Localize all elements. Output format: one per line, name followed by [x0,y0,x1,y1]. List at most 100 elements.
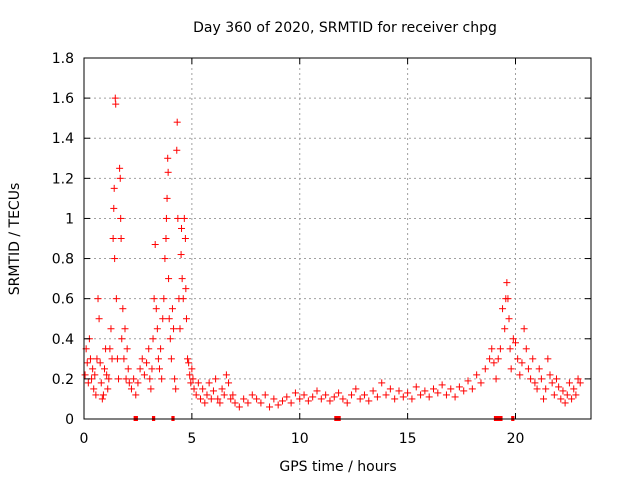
data-point [212,375,220,383]
data-point [125,379,133,387]
data-point [464,377,472,385]
data-point [178,275,186,283]
y-tick-label: 0 [65,412,74,428]
chart-title: Day 360 of 2020, SRMTID for receiver chp… [193,20,497,36]
data-point [505,315,513,323]
data-point [417,391,425,399]
data-point [563,391,571,399]
data-point [209,387,217,395]
x-tick-label: 5 [187,431,196,447]
data-point [189,375,197,383]
data-point [330,393,338,401]
data-point [190,385,198,393]
data-point [164,154,172,162]
data-point [113,355,121,363]
data-point [116,174,124,182]
data-point [447,385,455,393]
data-point [514,355,522,363]
y-tick-label: 1.6 [52,91,74,107]
data-point [119,305,127,313]
data-point [404,389,412,397]
y-axis-label: SRMTID / TECUs [7,183,23,296]
data-point [194,379,202,387]
data-point [473,371,481,379]
data-point [522,345,530,353]
data-point [438,381,446,389]
data-point [518,359,526,367]
data-point [555,383,563,391]
data-point [434,389,442,397]
data-point [91,371,99,379]
data-point [112,100,120,108]
data-point [399,393,407,401]
x-tick-label: 0 [80,431,89,447]
data-point [322,391,330,399]
data-point [207,395,215,403]
data-point [177,251,185,259]
data-point [257,399,265,407]
data-point [121,325,129,333]
data-point [168,305,176,313]
data-point [296,395,304,403]
data-point [118,335,126,343]
data-point [117,235,125,242]
x-axis-label: GPS time / hours [279,459,396,475]
data-point [278,397,286,405]
data-point [408,395,416,403]
data-point [127,385,135,393]
data-point [468,385,476,393]
data-point [171,375,179,383]
data-point [161,255,169,263]
data-point [248,391,256,399]
data-point [481,365,489,373]
data-point [154,355,162,363]
data-point [103,371,111,379]
data-point [166,335,174,343]
y-tick-label: 1.2 [52,171,74,187]
data-point [218,385,226,393]
plot-frame [83,57,592,420]
data-point [115,375,123,383]
data-point [163,194,171,202]
data-point [501,325,509,333]
data-point [506,345,514,353]
data-point [188,365,196,373]
data-point [507,365,515,373]
data-point [98,395,106,403]
data-point [348,391,356,399]
data-point [214,395,222,403]
data-point [180,214,188,222]
data-point [201,399,209,407]
data-point [150,295,158,303]
data-point [197,395,205,403]
data-point [160,295,168,303]
data-point [492,375,500,383]
data-point [326,397,334,405]
data-point [509,335,517,343]
tick-labels: 0 0.2 0.4 0.6 0.8 1 1.2 1.4 1.6 1.8 0 5 10 15 20 [52,51,591,447]
data-point [451,393,459,401]
data-point [147,385,155,393]
data-point [550,391,558,399]
data-point [529,355,537,363]
data-point [138,355,146,363]
y-tick-label: 0.6 [52,292,74,308]
data-point [89,365,97,373]
data-point [185,359,193,367]
data-point [143,359,151,367]
data-point [148,365,156,373]
data-point [86,355,94,363]
data-point [220,391,228,399]
data-point [339,395,347,403]
data-point [81,371,89,379]
y-tick-label: 1 [65,211,74,227]
data-point [157,345,165,353]
data-point [95,315,103,323]
y-tick-label: 0.2 [52,372,74,388]
grid [84,58,591,419]
data-point [184,355,192,363]
data-point [421,387,429,395]
data-point [568,395,576,403]
data-point [235,403,243,411]
data-point [109,235,117,242]
